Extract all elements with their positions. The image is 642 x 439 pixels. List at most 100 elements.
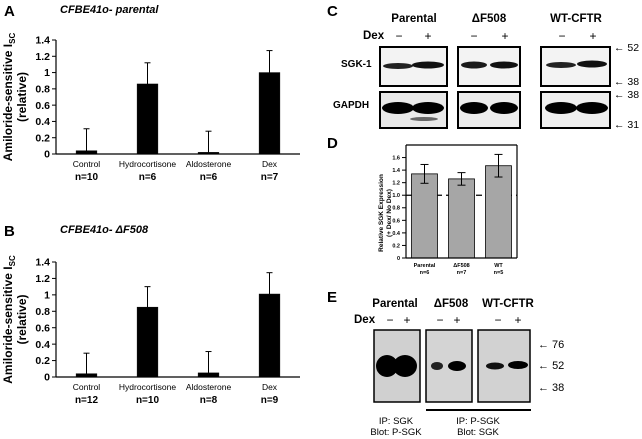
chart-d-ytick-label: 0.4 (392, 231, 401, 237)
blot-c-marker-31: ← 31 (614, 119, 639, 131)
chart-b-ylabel-line2: (relative) (15, 294, 29, 344)
chart-b-ytick-label: 0.2 (35, 355, 50, 367)
blot-c-group-wt: WT-CFTR (550, 13, 602, 25)
chart-a-ytick-label: 0 (44, 149, 50, 161)
chart-b-n-label: n=8 (200, 395, 218, 406)
blot-e-group-wt: WT-CFTR (482, 298, 534, 310)
blot-c-minus-3: − (558, 29, 565, 43)
chart-d-ylabel-line1: Relative SGK Expression (378, 174, 385, 252)
chart-d-ytick-label: 1.2 (392, 181, 400, 187)
blot-e-plus-3: + (514, 313, 521, 327)
chart-b-ylabel-sub: SC (8, 255, 17, 266)
chart-d-n-label: n=7 (457, 270, 467, 276)
chart-b-category-label: Aldosterone (186, 382, 232, 392)
blot-c-gapdh-band (490, 102, 518, 114)
blot-c-gapdh-band (382, 102, 414, 114)
chart-d-ytick-label: 1.6 (392, 155, 400, 161)
chart-d-ytick-label: 0.2 (392, 243, 400, 249)
chart-a-n-label: n=6 (200, 172, 218, 183)
blot-e-band (486, 362, 504, 370)
chart-d-ytick-label: 0.6 (392, 218, 400, 224)
panel-a: A CFBE41o- parental 0 0.2 0.4 0.6 0.8 1 1.2 1.4… (1, 3, 300, 183)
chart-b-n-label: n=9 (261, 395, 279, 406)
blot-c-marker-38a: ← 38 (614, 76, 639, 88)
chart-a-ytick-label: 1.2 (35, 51, 50, 63)
blot-c-group-parental: Parental (391, 13, 436, 25)
blot-e-minus-1: − (386, 313, 393, 327)
chart-a-ylabel-sub: SC (8, 33, 17, 44)
blot-e-footer-left-ip: IP: SGK (379, 416, 414, 427)
chart-d-category-label: ΔF508 (453, 263, 470, 269)
chart-a-n-label: n=6 (139, 172, 157, 183)
blot-c-plus-2: + (501, 29, 508, 43)
blot-e-minus-3: − (494, 313, 501, 327)
chart-a-category-label: Control (73, 159, 101, 169)
blot-e-marker-52-arrow: ← (538, 360, 552, 372)
chart-a-ylabel: Amiloride-sensitive ISC (1, 33, 17, 162)
chart-a-bar (136, 83, 159, 155)
panel-c: C Parental ΔF508 WT-CFTR Dex − + − + − +… (327, 3, 639, 131)
blot-e-footer-right-blot: Blot: SGK (457, 427, 499, 438)
blot-e-band (393, 355, 417, 377)
blot-c-row-label-sgk1: SGK-1 (341, 59, 372, 70)
blot-e-band (431, 362, 443, 370)
chart-b-bar (136, 306, 159, 378)
chart-a-category-label: Dex (262, 159, 278, 169)
blot-e-band (376, 355, 398, 377)
blot-e-marker-38: ← 38 (538, 382, 564, 394)
blot-e-group-parental: Parental (372, 298, 417, 310)
chart-a-ytick-label: 0.2 (35, 132, 50, 144)
chart-a-ylabel-main: Amiloride-sensitive I (1, 44, 15, 161)
panel-c-letter: C (327, 3, 338, 20)
blot-e-group-df508: ΔF508 (434, 298, 469, 310)
blot-e-marker-76: ← 76 (538, 339, 564, 351)
chart-a-ylabel-line2: (relative) (15, 72, 29, 122)
chart-d-ytick-label: 1.4 (392, 168, 401, 174)
chart-b-ytick-label: 1 (44, 290, 50, 302)
blot-c-row-label-gapdh: GAPDH (333, 100, 369, 111)
blot-c-sgk1-band (461, 61, 487, 69)
blot-c-sgk1-band (546, 62, 576, 68)
chart-b-ytick-label: 0.4 (35, 339, 50, 351)
chart-d-n-label: n=6 (420, 270, 430, 276)
panel-b-subtitle-mutation: ΔF508 (115, 224, 149, 236)
blot-c-sgk1-band (577, 60, 607, 68)
blot-e-plus-1: + (403, 313, 410, 327)
panel-e-letter: E (327, 289, 337, 306)
chart-a-category-label: Aldosterone (186, 159, 232, 169)
chart-a-ytick-label: 1 (44, 67, 50, 79)
panel-a-letter: A (4, 3, 15, 20)
blot-c-plus-1: + (424, 29, 431, 43)
blot-e-band (508, 361, 528, 369)
chart-b-category-label: Hydrocortisone (119, 382, 176, 392)
blot-c-minus-2: − (470, 29, 477, 43)
blot-c-marker-52: ← 52 (614, 42, 639, 54)
chart-d-bar (448, 178, 475, 259)
blot-c-gapdh-band (576, 102, 608, 114)
chart-a-ytick-label: 0.6 (35, 100, 50, 112)
chart-d-ylabel-line2: (+ Dex/ No Dex) (386, 189, 393, 237)
blot-e-band (448, 361, 466, 371)
blot-c-sgk1-band (490, 61, 518, 69)
chart-b-ytick-label: 0.6 (35, 322, 50, 334)
panel-e: E Parental ΔF508 WT-CFTR Dex − + − + − +… (327, 289, 564, 438)
chart-b-category-label: Dex (262, 382, 278, 392)
chart-b-ylabel: Amiloride-sensitive ISC (1, 255, 17, 384)
chart-d-ytick-label: 1.0 (392, 193, 400, 199)
blot-e-marker-52: ← 52 (538, 360, 564, 372)
chart-b-n-label: n=12 (75, 395, 99, 406)
chart-a-ytick-label: 0.8 (35, 84, 50, 96)
chart-b-ytick-label: 1.4 (35, 257, 50, 269)
chart-b: 0 0.2 0.4 0.6 0.8 1 1.2 1.4 Control n=12 Hydrocort… (1, 255, 300, 406)
chart-b-n-label: n=10 (136, 395, 160, 406)
blot-c-gapdh-band (460, 102, 488, 114)
chart-b-ytick-label: 0.8 (35, 306, 50, 318)
blot-c-gapdh-band (410, 117, 438, 121)
blot-c-plus-3: + (589, 29, 596, 43)
blot-c-marker-38b: ← 38 (614, 89, 639, 101)
blot-c-group-df508: ΔF508 (472, 13, 507, 25)
blot-c-minus-1: − (395, 29, 402, 43)
blot-c-sgk1-band (383, 63, 413, 69)
